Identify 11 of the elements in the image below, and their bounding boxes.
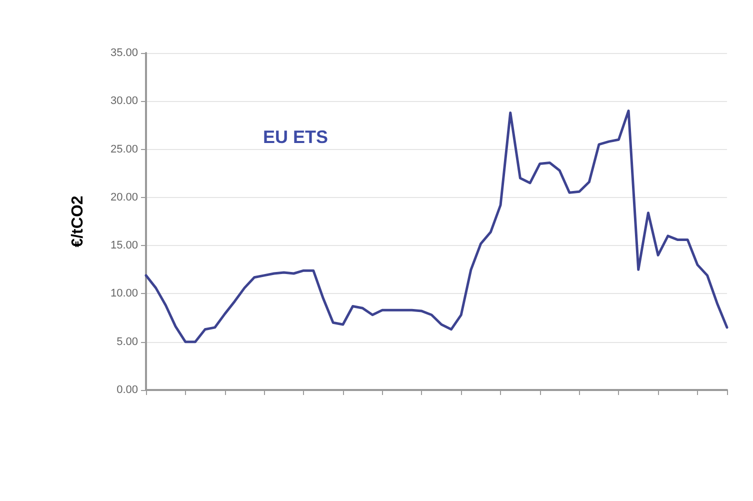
y-tick-label: 20.00 (110, 191, 138, 204)
y-tick-label: 25.00 (110, 143, 138, 156)
y-tick-label: 15.00 (110, 240, 138, 252)
y-tick-label: 0.00 (116, 384, 138, 396)
line-series (144, 110, 728, 344)
y-tick-label: 30.00 (110, 95, 138, 108)
y-tick-label: 5.00 (116, 336, 138, 348)
y-axis-title: €/tCO2 (70, 196, 86, 248)
y-tick-label: 10.00 (110, 288, 138, 300)
y-tick-label: 35.00 (110, 47, 138, 59)
text: EU ETS (263, 127, 328, 147)
